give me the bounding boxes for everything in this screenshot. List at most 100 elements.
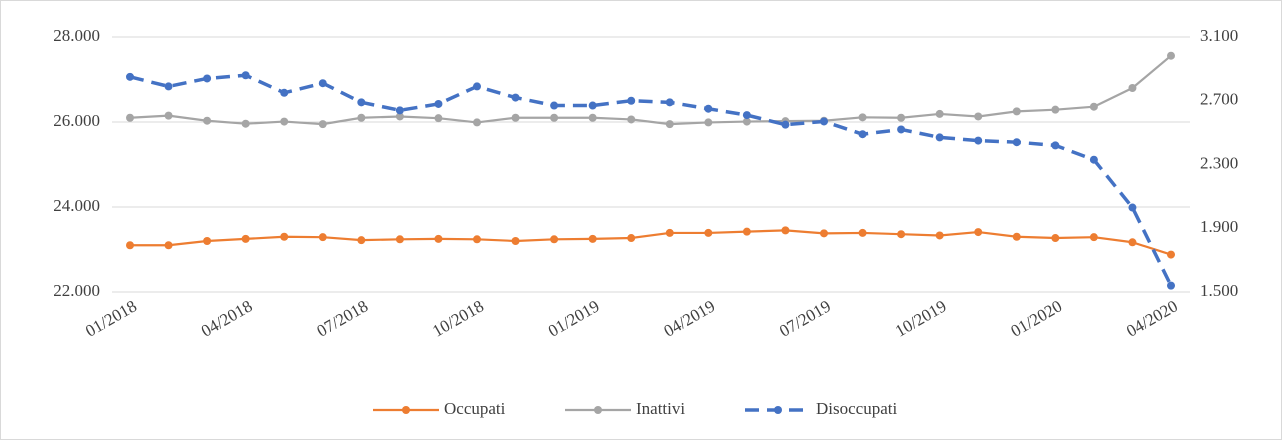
marker [1128, 203, 1137, 212]
y-tick-label: 24.000 [53, 196, 100, 215]
marker [1089, 102, 1098, 111]
marker [203, 237, 212, 245]
marker [395, 235, 404, 244]
marker [820, 117, 828, 126]
marker [241, 71, 250, 80]
marker [241, 234, 250, 243]
marker [704, 104, 713, 113]
marker [126, 72, 134, 81]
series-line [129, 54, 1172, 126]
marker [1012, 107, 1021, 116]
marker [1089, 233, 1098, 242]
marker [665, 228, 674, 237]
marker [742, 117, 751, 126]
y2-tick-label: 2.300 [1200, 153, 1238, 172]
marker [742, 227, 751, 236]
marker [550, 113, 559, 122]
legend-marker [594, 406, 602, 414]
marker [318, 233, 327, 242]
legend-label: Inattivi [636, 399, 685, 418]
marker [473, 235, 481, 244]
marker [1167, 250, 1175, 259]
marker [434, 114, 443, 123]
marker [395, 106, 404, 115]
marker [935, 133, 944, 142]
marker [858, 113, 867, 122]
marker [473, 82, 481, 91]
marker [126, 113, 134, 122]
marker [1012, 138, 1021, 147]
y-tick-label: 22.000 [53, 281, 100, 300]
marker [665, 98, 674, 107]
marker [357, 113, 366, 122]
marker [627, 115, 636, 124]
marker [820, 229, 828, 238]
marker [588, 234, 597, 243]
marker [1051, 105, 1060, 114]
marker [1128, 238, 1137, 247]
marker [318, 79, 327, 88]
marker [974, 112, 983, 121]
marker [241, 119, 250, 128]
marker [858, 228, 867, 237]
marker [550, 235, 559, 244]
marker [1167, 281, 1175, 290]
series-line [129, 73, 1173, 287]
marker [357, 98, 366, 107]
marker [164, 241, 173, 250]
marker [704, 118, 713, 127]
marker [434, 234, 443, 243]
marker [974, 228, 983, 237]
marker [742, 111, 751, 120]
marker [164, 111, 173, 120]
marker [974, 136, 983, 145]
marker [588, 101, 597, 110]
marker [935, 109, 944, 118]
marker [203, 74, 212, 83]
marker [858, 130, 867, 139]
marker [1128, 84, 1137, 92]
marker [1051, 234, 1060, 243]
legend-marker [774, 406, 782, 414]
marker [1167, 51, 1175, 60]
y-tick-label: 26.000 [53, 111, 100, 130]
marker [588, 113, 597, 122]
y-tick-label: 28.000 [53, 26, 100, 45]
marker [627, 234, 636, 243]
marker [627, 96, 636, 105]
legend-marker [402, 406, 410, 414]
marker [280, 232, 289, 241]
marker [318, 120, 327, 129]
marker [511, 237, 520, 245]
marker [935, 231, 944, 240]
marker [511, 113, 520, 122]
marker [781, 226, 790, 235]
marker [511, 93, 520, 102]
marker [280, 117, 289, 126]
marker [434, 99, 443, 108]
marker [897, 230, 906, 239]
marker [1089, 155, 1098, 164]
series-line [130, 229, 1172, 256]
y2-tick-label: 1.500 [1200, 281, 1238, 300]
marker [897, 125, 906, 134]
legend-label: Disoccupati [816, 399, 897, 418]
marker [781, 120, 790, 129]
marker [357, 236, 366, 245]
y2-tick-label: 2.700 [1200, 90, 1238, 109]
marker [1012, 232, 1021, 241]
marker [473, 118, 481, 127]
y2-tick-label: 3.100 [1200, 26, 1238, 45]
marker [164, 82, 173, 91]
marker [280, 88, 289, 97]
marker [203, 116, 212, 125]
marker [550, 101, 559, 110]
marker [897, 113, 906, 122]
marker [1051, 141, 1060, 150]
marker [395, 112, 404, 121]
marker [126, 241, 134, 250]
y2-tick-label: 1.900 [1200, 217, 1238, 236]
legend-label: Occupati [444, 399, 506, 418]
